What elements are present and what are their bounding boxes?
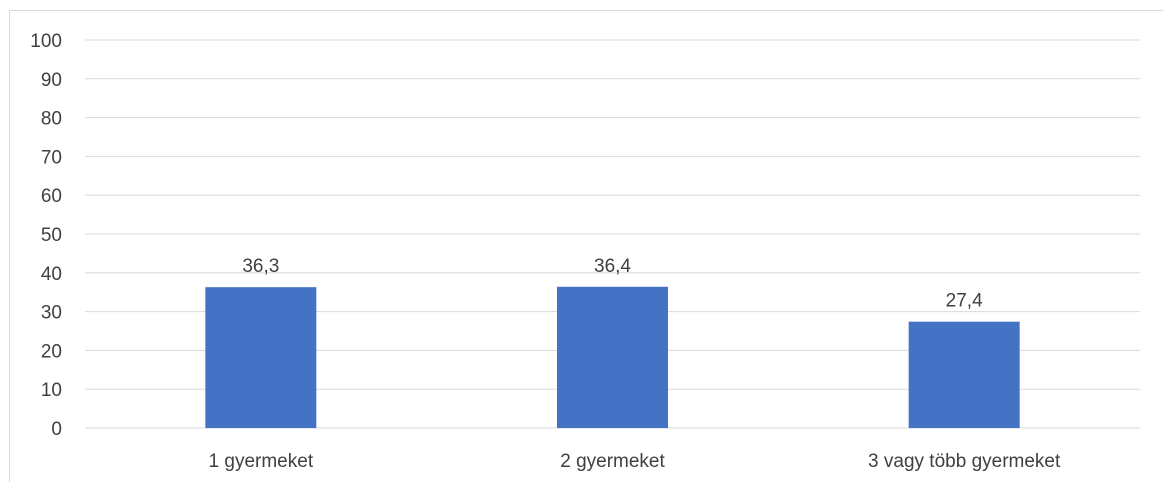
y-axis-ticks: 0 10 20 30 40 50 60 70 80 90 100 [30, 31, 62, 440]
category-label-2: 2 gyermeket [560, 451, 665, 472]
category-label-1: 1 gyermeket [209, 451, 314, 472]
bar-3 [908, 321, 1020, 428]
y-tick-label: 20 [41, 341, 62, 362]
data-label-3: 27,4 [946, 291, 983, 312]
y-tick-label: 0 [51, 419, 62, 440]
data-labels: 36,3 36,4 27,4 [242, 256, 983, 312]
y-tick-label: 10 [41, 380, 62, 401]
y-tick-label: 30 [41, 303, 62, 324]
y-tick-label: 80 [41, 109, 62, 130]
y-tick-label: 100 [30, 31, 62, 52]
x-axis-categories: 1 gyermeket 2 gyermeket 3 vagy több gyerme… [209, 451, 1061, 472]
y-tick-label: 50 [41, 225, 62, 246]
y-tick-label: 60 [41, 186, 62, 207]
data-label-1: 36,3 [242, 256, 279, 277]
category-label-3: 3 vagy több gyermeket [868, 451, 1061, 472]
bar-2 [557, 286, 668, 428]
bar-1 [205, 287, 317, 428]
data-label-2: 36,4 [594, 256, 631, 277]
y-tick-label: 90 [41, 70, 62, 91]
bars [205, 286, 1020, 428]
y-tick-label: 70 [41, 147, 62, 168]
y-tick-label: 40 [41, 264, 62, 285]
